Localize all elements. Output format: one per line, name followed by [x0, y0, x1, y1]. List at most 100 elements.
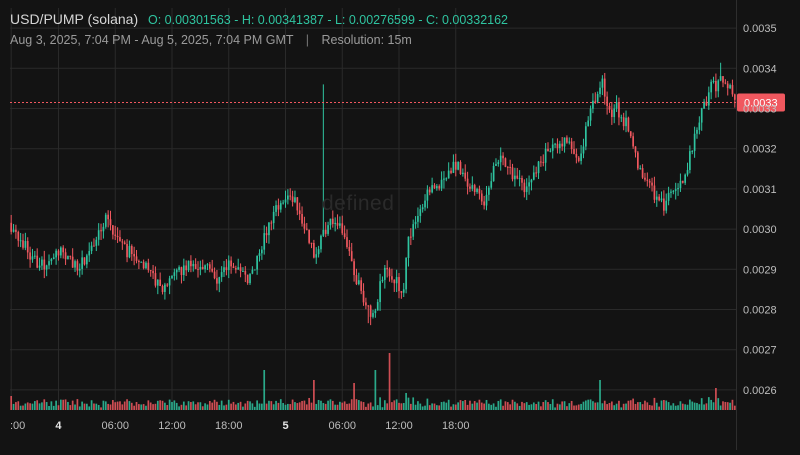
volume-bar — [320, 400, 322, 410]
candle-body — [447, 170, 450, 179]
volume-bar — [289, 404, 292, 410]
volume-bar — [258, 403, 261, 410]
candle-body — [343, 233, 346, 238]
candle-body — [36, 255, 39, 268]
volume-bar — [270, 401, 273, 410]
volume-bar — [653, 397, 656, 410]
volume-bar — [613, 405, 616, 410]
candle-body — [464, 172, 467, 179]
volume-bar — [374, 370, 377, 410]
candle-body — [648, 180, 651, 183]
candle-body — [625, 117, 627, 127]
volume-bar — [339, 401, 341, 410]
candle-body — [428, 189, 431, 193]
volume-bar — [483, 403, 485, 410]
candle-body — [261, 249, 263, 254]
volume-bar — [223, 405, 225, 410]
candle-body — [405, 257, 407, 290]
volume-bar — [667, 402, 670, 410]
candle-body — [357, 280, 360, 285]
candle-body — [502, 155, 504, 159]
candle-body — [386, 267, 389, 270]
candle-body — [268, 222, 270, 236]
volume-bar — [629, 400, 632, 410]
volume-bar — [528, 404, 530, 410]
candle-body — [263, 233, 266, 250]
volume-bar — [518, 405, 521, 410]
candle-body — [38, 265, 41, 268]
candle-body — [234, 268, 237, 270]
volume-bar — [74, 404, 76, 410]
candle-body — [48, 261, 50, 266]
x-tick-label: :00 — [10, 420, 25, 432]
candle-body — [409, 236, 412, 238]
candle-body — [549, 150, 552, 152]
candle-body — [225, 267, 228, 271]
candle-body — [540, 161, 542, 163]
candle-body — [78, 268, 81, 271]
candle-body — [729, 85, 731, 89]
volume-bar — [566, 406, 568, 410]
candle-body — [563, 137, 566, 147]
volume-bar — [402, 403, 405, 410]
candle-body — [490, 181, 493, 188]
volume-bar — [715, 388, 717, 410]
candle-body — [305, 228, 308, 230]
candle-body — [126, 244, 128, 258]
candle-body — [45, 265, 48, 270]
candle-body — [97, 230, 100, 240]
volume-bar — [149, 402, 152, 410]
volume-bar — [549, 403, 552, 410]
volume-bar — [440, 402, 443, 410]
candle-body — [681, 180, 684, 183]
volume-bar — [471, 403, 474, 410]
candle-body — [270, 222, 273, 224]
volume-bar — [336, 404, 339, 410]
volume-bar — [291, 399, 294, 410]
volume-bar — [421, 406, 424, 410]
volume-bar — [242, 406, 244, 410]
volume-bar — [686, 404, 689, 410]
volume-bar — [726, 402, 729, 410]
candle-body — [393, 279, 396, 284]
candle-body — [64, 252, 67, 260]
candle-body — [208, 264, 211, 269]
candle-body — [511, 167, 514, 180]
candle-body — [679, 180, 682, 189]
candle-body — [109, 219, 112, 226]
volume-bar — [64, 399, 67, 410]
volume-bar — [38, 403, 41, 410]
volume-bar — [353, 383, 355, 410]
candle-body — [197, 268, 199, 270]
volume-bar — [622, 403, 625, 410]
volume-bar — [627, 400, 630, 410]
volume-bar — [563, 401, 566, 410]
volume-bar — [575, 405, 578, 410]
candle-body — [90, 245, 93, 252]
candle-body — [308, 229, 311, 243]
volume-bar — [145, 405, 147, 410]
candle-body — [88, 251, 91, 256]
candle-body — [336, 222, 339, 226]
candle-body — [130, 246, 133, 254]
candle-body — [587, 120, 590, 127]
candle-body — [577, 157, 580, 161]
volume-bar — [409, 403, 412, 410]
candle-body — [488, 187, 490, 195]
candle-body — [452, 161, 455, 173]
candle-body — [492, 165, 495, 182]
volume-bar — [658, 406, 660, 410]
resolution-label[interactable]: Resolution: 15m — [321, 33, 412, 47]
candle-body — [558, 143, 561, 149]
candle-body — [618, 102, 620, 118]
candle-body — [265, 233, 268, 236]
volume-bar — [220, 400, 223, 410]
volume-bar — [31, 403, 34, 410]
volume-bar — [67, 401, 69, 410]
volume-bar — [142, 404, 145, 410]
candle-body — [123, 242, 126, 245]
volume-bar — [405, 392, 407, 410]
volume-bar — [83, 403, 86, 410]
